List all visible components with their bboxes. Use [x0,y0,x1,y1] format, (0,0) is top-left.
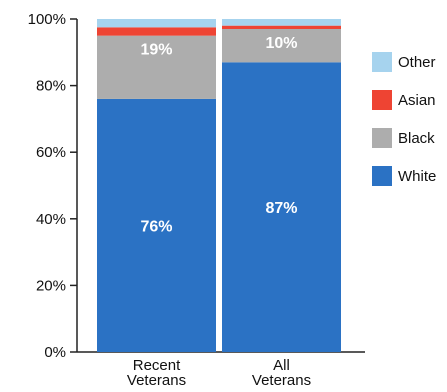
legend-label: Black [398,130,435,147]
x-category-label: Veterans [127,372,186,389]
x-category-label: Veterans [252,372,311,389]
data-label: 76% [140,218,172,235]
x-category-label: All [273,357,290,374]
bar-segment-black [97,35,216,99]
data-labels: 76% 87% 19% 10% [140,35,297,235]
bar-segment-other [97,19,216,28]
bar-segment-asian [97,27,216,36]
data-label: 10% [265,35,297,52]
legend-swatch [372,128,392,148]
data-label: 87% [265,200,297,217]
bars [97,19,341,352]
y-tick-label: 80% [36,78,66,95]
plot-area: 0%20%40%60%80%100% 76%87%19% 10% RecentVe… [28,11,365,389]
bar-segment-white [222,62,341,352]
legend-label: Asian [398,92,436,109]
y-tick-label: 0% [44,344,66,361]
legend-swatch [372,90,392,110]
legend: Other Asian Black White [372,52,436,186]
y-tick-label: 60% [36,144,66,161]
x-category-label: Recent [133,357,181,374]
y-tick-label: 100% [28,11,66,28]
bar-segment-white [97,98,216,352]
legend-swatch [372,166,392,186]
legend-label: White [398,168,436,185]
bar-segment-asian [222,25,341,29]
bar-segment-other [222,19,341,26]
y-tick-label: 40% [36,211,66,228]
data-label: 19% [140,42,172,59]
bar-segment-black [222,28,341,63]
legend-label: Other [398,54,436,71]
legend-swatch [372,52,392,72]
y-tick-label: 20% [36,277,66,294]
y-ticks: 0% 20% 40% 60% 80% 100% [28,11,77,361]
